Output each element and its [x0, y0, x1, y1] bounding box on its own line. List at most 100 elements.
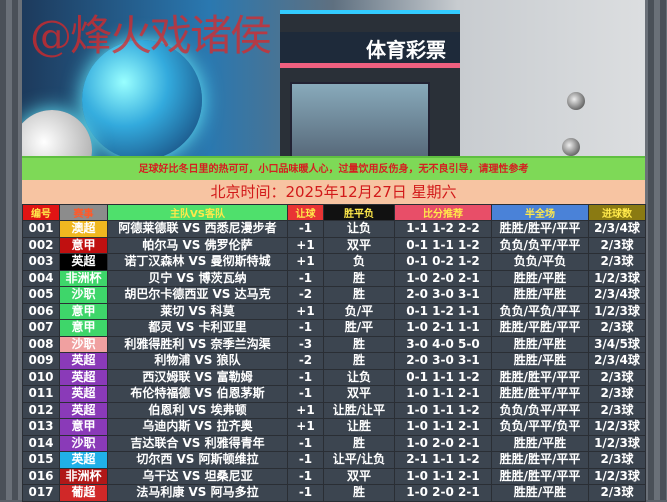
table-row: 005 沙职 胡巴尔卡德西亚 VS 达马克 -2 胜 2-0 3-0 3-1 胜胜/平胜 2/…: [22, 286, 646, 304]
half-full-pick: 负负/平负/平平: [491, 302, 589, 320]
goals-pick: 2/3球: [588, 319, 646, 337]
table-row: 013 意甲 乌迪内斯 VS 拉齐奥 +1 让胜 1-0 1-1 2-1 负负/平平/负平 1…: [22, 418, 646, 436]
table-row: 001 澳超 阿德莱德联 VS 西悉尼漫步者 -1 让负 1-1 1-2 2-2 胜胜/胜平…: [22, 220, 646, 238]
header-league: 赛事: [59, 204, 108, 221]
half-full-pick: 胜胜/平胜: [491, 352, 589, 370]
half-full-pick: 胜胜/胜平/平平: [491, 385, 589, 403]
result-pick: 双平: [323, 467, 395, 485]
half-full-pick: 负负/负平/平平: [491, 236, 589, 254]
score-picks: 1-0 2-1 1-1: [394, 319, 492, 337]
goals-pick: 2/3/4球: [588, 352, 646, 370]
half-full-pick: 负负/平负: [491, 253, 589, 271]
match-teams: 诺丁汉森林 VS 曼彻斯特城: [107, 253, 288, 271]
goals-pick: 1/2/3球: [588, 434, 646, 452]
table-header: 编号 赛事 主队VS客队 让球 胜平负 比分推荐 半全场 进球数: [22, 204, 646, 221]
match-number: 007: [22, 319, 60, 337]
handicap: -1: [287, 368, 324, 386]
half-full-pick: 胜胜/平胜: [491, 484, 589, 502]
table-row: 017 葡超 法马利康 VS 阿马多拉 -1 胜 1-0 2-0 2-1 胜胜/平胜 2/3球: [22, 484, 646, 502]
match-number: 016: [22, 467, 60, 485]
banner-image: 体育彩票 @烽火戏诸侯: [22, 0, 645, 156]
goals-pick: 2/3球: [588, 385, 646, 403]
match-teams: 乌迪内斯 VS 拉齐奥: [107, 418, 288, 436]
match-teams: 伯恩利 VS 埃弗顿: [107, 401, 288, 419]
league-badge: 沙职: [59, 434, 108, 452]
table-row: 002 意甲 帕尔马 VS 佛罗伦萨 +1 双平 0-1 1-1 1-2 负负/负平/平平 2…: [22, 236, 646, 254]
league-badge: 英超: [59, 352, 108, 370]
match-teams: 利雅得胜利 VS 奈季兰沟渠: [107, 335, 288, 353]
store-window: [290, 82, 430, 156]
result-pick: 负: [323, 253, 395, 271]
league-badge: 英超: [59, 368, 108, 386]
result-pick: 胜/平: [323, 319, 395, 337]
handicap: -1: [287, 319, 324, 337]
match-number: 004: [22, 269, 60, 287]
league-badge: 意甲: [59, 319, 108, 337]
half-full-pick: 胜胜/平胜: [491, 286, 589, 304]
handicap: +1: [287, 253, 324, 271]
header-result: 胜平负: [323, 204, 395, 221]
handicap: -1: [287, 269, 324, 287]
half-full-pick: 负负/平平/负平: [491, 418, 589, 436]
league-badge: 沙职: [59, 335, 108, 353]
match-teams: 都灵 VS 卡利亚里: [107, 319, 288, 337]
goals-pick: 2/3球: [588, 484, 646, 502]
league-badge: 意甲: [59, 302, 108, 320]
handicap: +1: [287, 236, 324, 254]
match-number: 001: [22, 220, 60, 238]
header-match: 主队VS客队: [107, 204, 288, 221]
result-pick: 胜: [323, 434, 395, 452]
goals-pick: 2/3球: [588, 451, 646, 469]
table-row: 012 英超 伯恩利 VS 埃弗顿 +1 让胜/让平 1-0 1-1 1-2 负负/负平/平…: [22, 401, 646, 419]
match-teams: 布伦特福德 VS 伯恩茅斯: [107, 385, 288, 403]
match-number: 015: [22, 451, 60, 469]
league-badge: 英超: [59, 253, 108, 271]
handicap: +1: [287, 418, 324, 436]
match-number: 012: [22, 401, 60, 419]
table-row: 007 意甲 都灵 VS 卡利亚里 -1 胜/平 1-0 2-1 1-1 胜胜/平胜/平平 2…: [22, 319, 646, 337]
result-pick: 双平: [323, 385, 395, 403]
result-pick: 让胜/让平: [323, 401, 395, 419]
goals-pick: 2/3/4球: [588, 286, 646, 304]
match-number: 013: [22, 418, 60, 436]
match-teams: 贝宁 VS 博茨瓦纳: [107, 269, 288, 287]
football-icon: [567, 92, 585, 110]
handicap: +1: [287, 302, 324, 320]
score-picks: 1-0 2-0 2-1: [394, 269, 492, 287]
store-sign: 体育彩票: [280, 32, 460, 68]
score-picks: 1-0 2-0 2-1: [394, 484, 492, 502]
match-teams: 利物浦 VS 狼队: [107, 352, 288, 370]
half-full-pick: 胜胜/胜平/平平: [491, 467, 589, 485]
match-number: 017: [22, 484, 60, 502]
goals-pick: 3/4/5球: [588, 335, 646, 353]
table-row: 015 英超 切尔西 VS 阿斯顿维拉 -1 让平/让负 2-1 1-1 1-2 胜胜/胜平…: [22, 451, 646, 469]
header-half-full: 半全场: [491, 204, 589, 221]
handicap: -3: [287, 335, 324, 353]
goals-pick: 1/2/3球: [588, 302, 646, 320]
score-picks: 1-1 1-2 2-2: [394, 220, 492, 238]
table-row: 003 英超 诺丁汉森林 VS 曼彻斯特城 +1 负 0-1 0-2 1-2 负负/平负 2/…: [22, 253, 646, 271]
table-row: 009 英超 利物浦 VS 狼队 -2 胜 2-0 3-0 3-1 胜胜/平胜 2/3/4球: [22, 352, 646, 370]
match-teams: 切尔西 VS 阿斯顿维拉: [107, 451, 288, 469]
league-badge: 英超: [59, 385, 108, 403]
match-number: 005: [22, 286, 60, 304]
goals-pick: 2/3球: [588, 368, 646, 386]
header-handicap: 让球: [287, 204, 324, 221]
handicap: -1: [287, 484, 324, 502]
result-pick: 负/平: [323, 302, 395, 320]
league-badge: 非洲杯: [59, 467, 108, 485]
half-full-pick: 胜胜/胜平/平平: [491, 368, 589, 386]
table-row: 004 非洲杯 贝宁 VS 博茨瓦纳 -1 胜 1-0 2-0 2-1 胜胜/平胜 1/2/3…: [22, 269, 646, 287]
match-number: 014: [22, 434, 60, 452]
result-pick: 胜: [323, 286, 395, 304]
match-teams: 吉达联合 VS 利雅得青年: [107, 434, 288, 452]
watermark: @烽火戏诸侯: [30, 11, 272, 60]
lottery-store-image: 体育彩票: [280, 10, 460, 156]
match-teams: 阿德莱德联 VS 西悉尼漫步者: [107, 220, 288, 238]
match-teams: 胡巴尔卡德西亚 VS 达马克: [107, 286, 288, 304]
handicap: -1: [287, 467, 324, 485]
handicap: -2: [287, 286, 324, 304]
table-row: 008 沙职 利雅得胜利 VS 奈季兰沟渠 -3 胜 3-0 4-0 5-0 胜胜/平胜 3/…: [22, 335, 646, 353]
match-number: 006: [22, 302, 60, 320]
league-badge: 沙职: [59, 286, 108, 304]
